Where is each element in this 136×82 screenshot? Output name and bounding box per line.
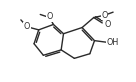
- Text: O: O: [105, 20, 111, 29]
- Text: O: O: [101, 11, 108, 20]
- Text: O: O: [46, 12, 53, 21]
- Text: OH: OH: [107, 38, 119, 47]
- Text: O: O: [24, 22, 30, 31]
